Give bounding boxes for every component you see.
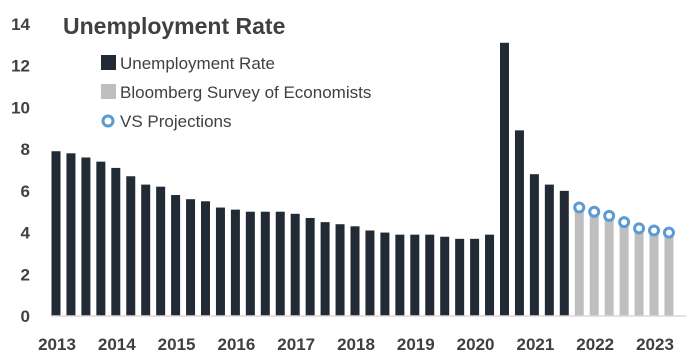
unemployment-rate-bar [290,213,300,316]
x-tick-label: 2021 [516,335,554,354]
unemployment-rate-bar [500,42,509,317]
legend-label-vs-projections: VS Projections [120,112,232,131]
survey-bar [634,226,644,316]
x-tick-label: 2022 [576,335,614,354]
survey-bar [604,215,614,316]
legend-swatch-unemployment-rate [101,55,116,70]
unemployment-rate-bar [81,157,91,316]
x-axis: 2013 2014 2015 2016 2017 2018 2019 2020 2021 2022… [38,335,674,354]
x-tick-label: 2018 [337,335,375,354]
y-tick-label: 4 [21,224,31,243]
survey-bar [619,222,629,316]
unemployment-rate-bar [156,186,166,316]
unemployment-rate-bar [529,174,539,316]
unemployment-rate-bar [51,151,61,316]
survey-bar [574,205,584,316]
projection-markers [573,201,675,239]
projection-marker [633,222,646,235]
x-tick-label: 2023 [636,335,674,354]
unemployment-rate-bar [440,236,450,316]
survey-bars [574,205,674,316]
unemployment-rate-bar [335,224,345,316]
y-tick-label: 10 [11,98,30,117]
x-tick-label: 2016 [217,335,255,354]
unemployment-rate-bar [470,238,480,316]
unemployment-rate-bar [230,209,240,316]
unemployment-rate-bar [514,130,524,316]
projection-marker [648,224,660,237]
x-tick-label: 2020 [457,335,495,354]
title-background [57,8,307,42]
projection-marker [588,205,601,218]
unemployment-rate-bar [260,211,270,316]
unemployment-rate-bar [485,234,495,316]
survey-bar [589,209,599,316]
unemployment-rate-bar [201,201,210,316]
x-tick-label: 2013 [38,335,76,354]
chart-title: Unemployment Rate [63,13,285,39]
y-axis: 0 2 4 6 8 10 12 14 [11,15,30,326]
projection-marker [618,216,631,229]
unemployment-rate-bar [410,234,420,316]
legend-marker-vs-projections [101,114,115,128]
unemployment-rate-bar [365,230,375,316]
x-tick-label: 2017 [277,335,315,354]
unemployment-rate-bar [171,195,181,316]
legend-swatch-survey [101,84,116,99]
unemployment-rate-bar [455,238,465,316]
unemployment-rate-bar [96,161,106,316]
unemployment-rate-bar [111,167,121,316]
unemployment-rate-bars [51,42,569,317]
survey-bar [649,228,659,316]
unemployment-rate-bar [559,190,569,316]
y-tick-label: 14 [11,15,30,34]
unemployment-rate-bar [245,211,255,316]
x-tick-label: 2019 [397,335,435,354]
unemployment-rate-bar [380,232,390,316]
projection-marker [603,209,616,222]
legend: Unemployment Rate Bloomberg Survey of Ec… [101,54,371,131]
unemployment-rate-bar [320,222,330,316]
unemployment-rate-bar [425,234,435,316]
y-tick-label: 6 [21,182,30,201]
y-tick-label: 12 [11,57,30,76]
unemployment-rate-bar [395,234,405,316]
unemployment-rate-bar [126,176,136,316]
unemployment-rate-bar [275,211,285,316]
y-tick-label: 2 [21,265,30,284]
legend-label-survey: Bloomberg Survey of Economists [120,83,371,102]
x-tick-label: 2015 [158,335,196,354]
unemployment-rate-bar [305,217,315,316]
unemployment-rate-bar [141,184,151,316]
survey-bar [664,232,674,316]
y-tick-label: 0 [21,307,30,326]
x-tick-label: 2014 [98,335,136,354]
unemployment-rate-bar [215,207,225,316]
unemployment-rate-bar [186,199,196,316]
y-tick-label: 8 [21,140,30,159]
projection-marker [573,201,586,214]
legend-label-unemployment-rate: Unemployment Rate [120,54,275,73]
unemployment-rate-bar [350,226,360,316]
unemployment-rate-bar [66,153,76,316]
projection-marker [662,226,675,239]
unemployment-rate-bar [544,184,554,316]
